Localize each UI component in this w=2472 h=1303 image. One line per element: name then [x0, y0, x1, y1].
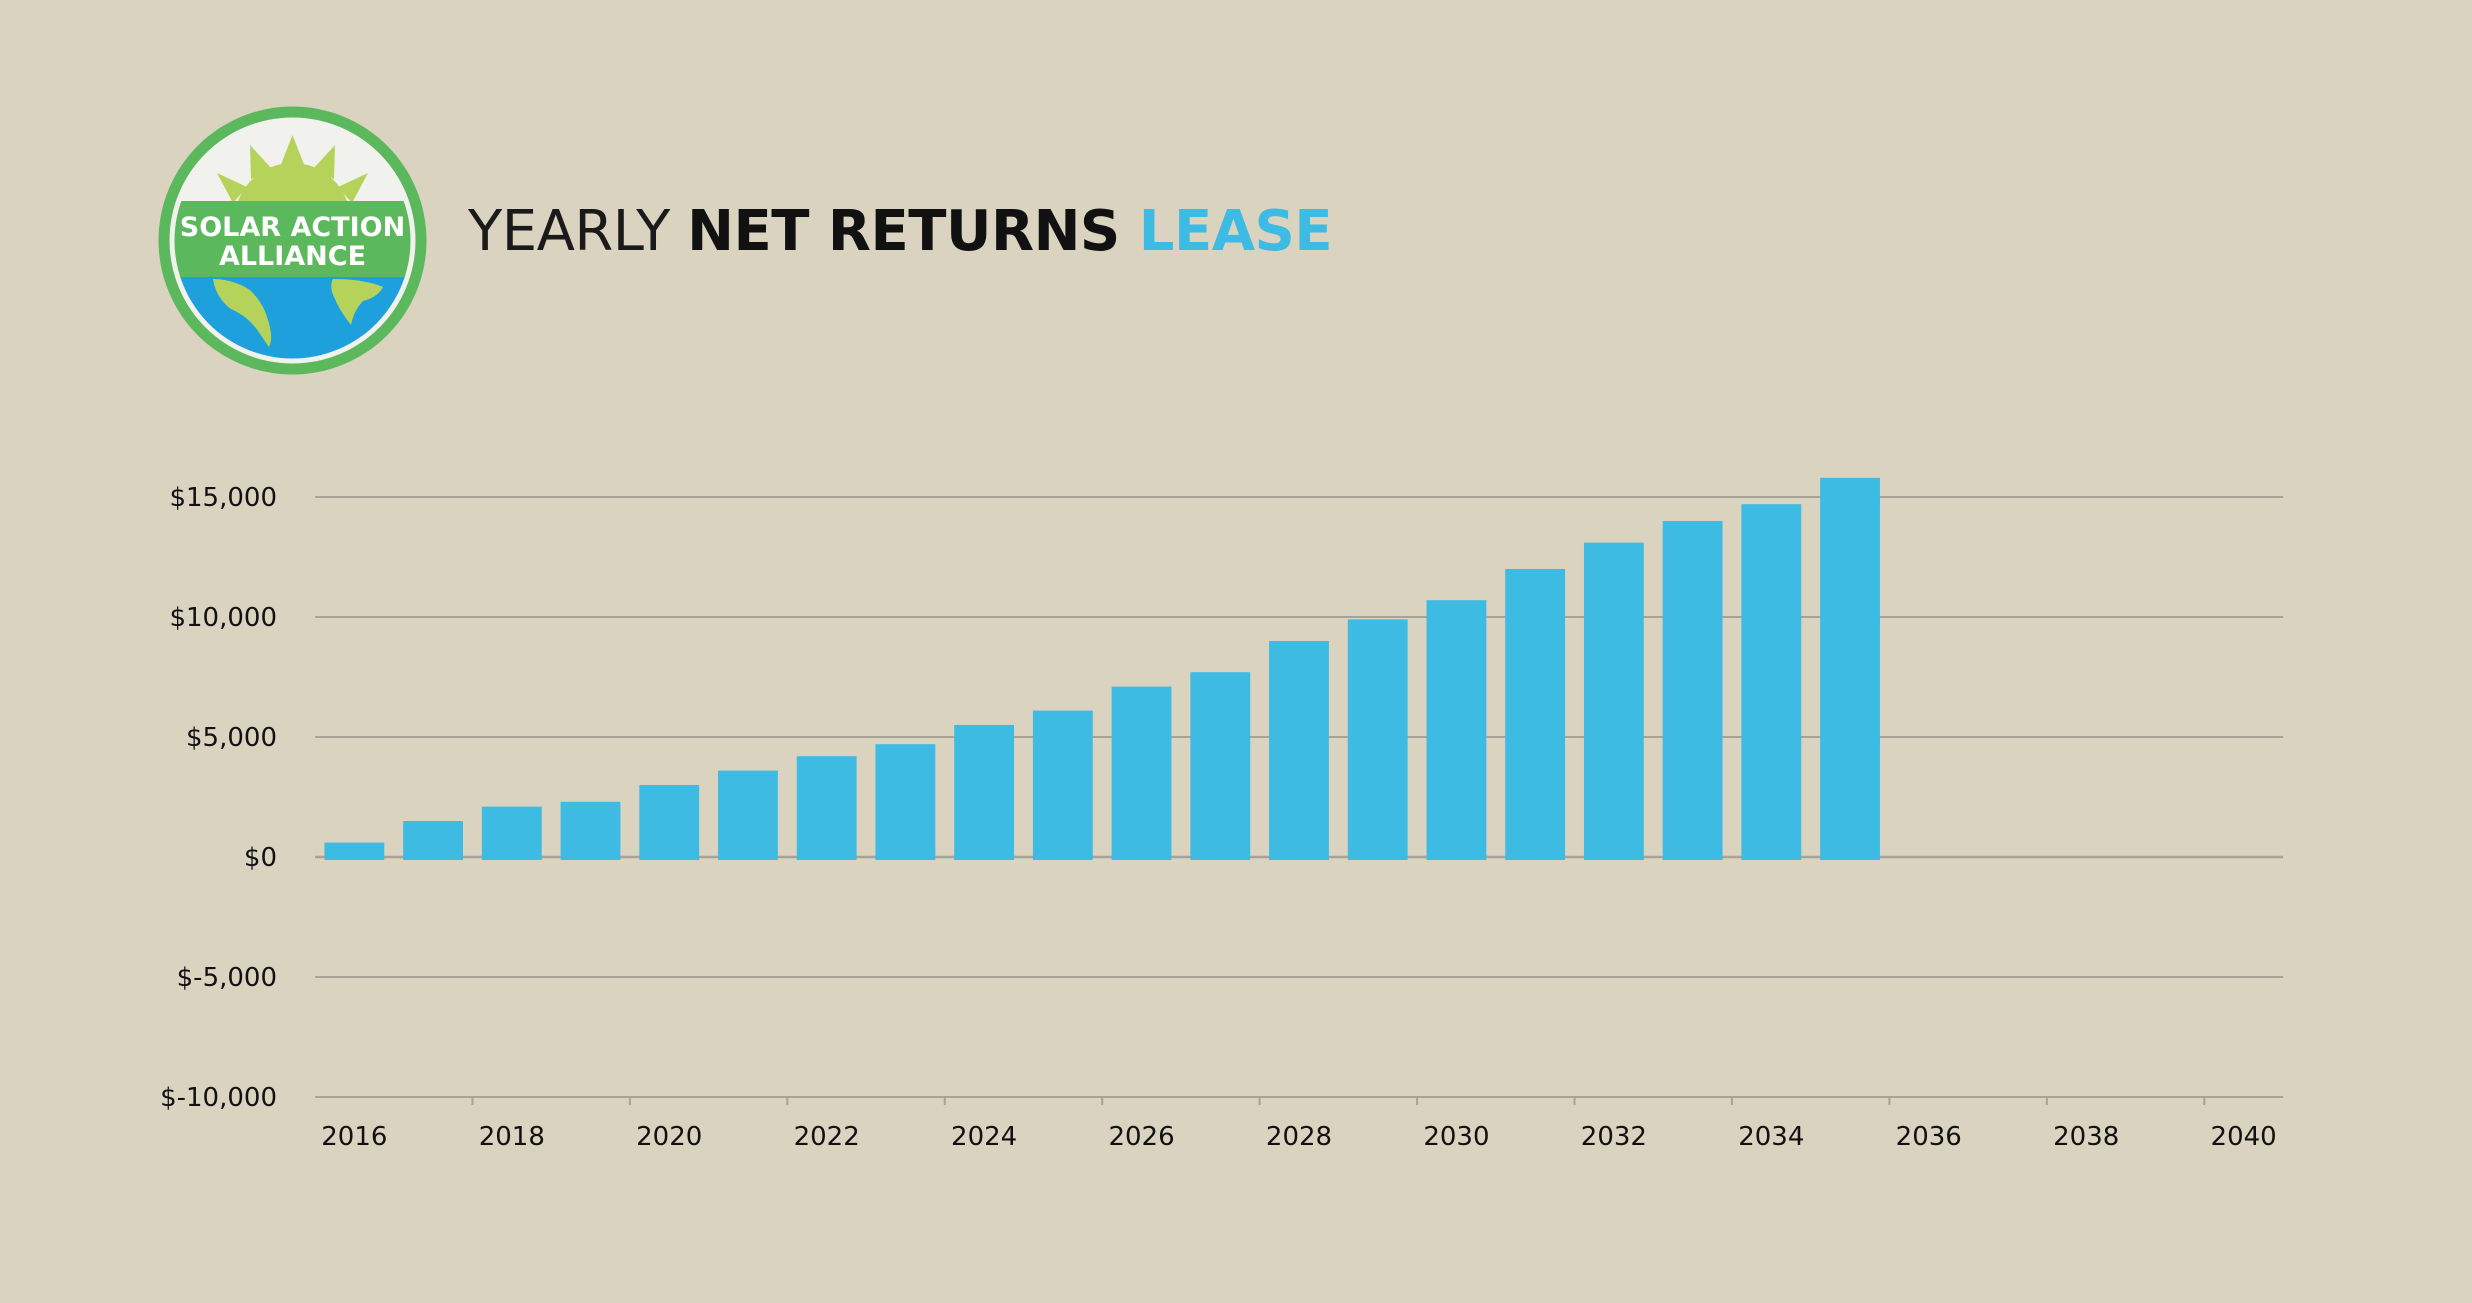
- x-tick-label: 2030: [1423, 1122, 1489, 1152]
- x-tick-label: 2026: [1108, 1122, 1174, 1152]
- bar-2021: [718, 770, 778, 860]
- bar-2027: [1190, 672, 1251, 860]
- y-tick-label: $-10,000: [160, 1083, 277, 1113]
- y-tick-label: $10,000: [169, 603, 277, 633]
- x-tick-label: 2028: [1266, 1122, 1332, 1152]
- bar-2022: [796, 756, 857, 860]
- title-part2: NET RETURNS: [687, 199, 1120, 264]
- bar-2018: [481, 806, 542, 860]
- earth-continent-left: [213, 279, 272, 347]
- y-tick-label: $5,000: [186, 723, 277, 753]
- y-tick-label: $-5,000: [177, 963, 277, 993]
- x-tick-label: 2032: [1581, 1122, 1647, 1152]
- x-tick-label: 2038: [2053, 1122, 2119, 1152]
- x-axis-labels: 2016 2018 2020 2022 2024 2026 2028 2030 2032 2034…: [321, 1122, 2276, 1152]
- x-tick-label: 2020: [636, 1122, 702, 1152]
- y-axis-labels: $15,000 $10,000 $5,000 $0 $-5,000 $-10,000: [160, 483, 277, 1113]
- bar-2031: [1505, 569, 1566, 860]
- bar-2019: [560, 801, 621, 860]
- bar-2032: [1583, 542, 1644, 860]
- x-tick-label: 2022: [794, 1122, 860, 1152]
- logo-line1: SOLAR ACTION: [180, 212, 405, 243]
- x-tick-label: 2040: [2211, 1122, 2277, 1152]
- solar-action-alliance-logo: SOLAR ACTION ALLIANCE: [158, 106, 427, 375]
- bar-2017: [403, 821, 463, 860]
- bars: [324, 477, 1880, 860]
- x-tick-label: 2024: [951, 1122, 1017, 1152]
- bar-2034: [1741, 504, 1802, 860]
- bar-2030: [1426, 600, 1487, 860]
- logo-line2: ALLIANCE: [219, 241, 366, 272]
- bar-2026: [1111, 686, 1172, 860]
- bar-2020: [639, 785, 700, 860]
- bar-2028: [1269, 641, 1329, 860]
- x-tick-label: 2034: [1738, 1122, 1804, 1152]
- x-tick-label: 2018: [479, 1122, 545, 1152]
- logo-banner: [174, 201, 411, 277]
- bar-2025: [1032, 710, 1093, 860]
- chart-title: YEARLY NET RETURNS LEASE: [468, 196, 1333, 268]
- y-tick-label: $15,000: [169, 483, 277, 513]
- title-part1: YEARLY: [468, 199, 688, 264]
- bar-2016: [324, 842, 385, 860]
- x-tick-label: 2016: [321, 1122, 387, 1152]
- bar-2023: [875, 744, 936, 860]
- y-tick-label: $0: [244, 843, 277, 873]
- bar-2029: [1347, 619, 1408, 860]
- bar-2024: [954, 725, 1015, 860]
- title-part3: LEASE: [1119, 199, 1333, 264]
- earth-continent-right: [331, 279, 383, 325]
- x-tick-label: 2036: [1896, 1122, 1962, 1152]
- bar-2035: [1820, 477, 1880, 860]
- bar-2033: [1662, 521, 1723, 860]
